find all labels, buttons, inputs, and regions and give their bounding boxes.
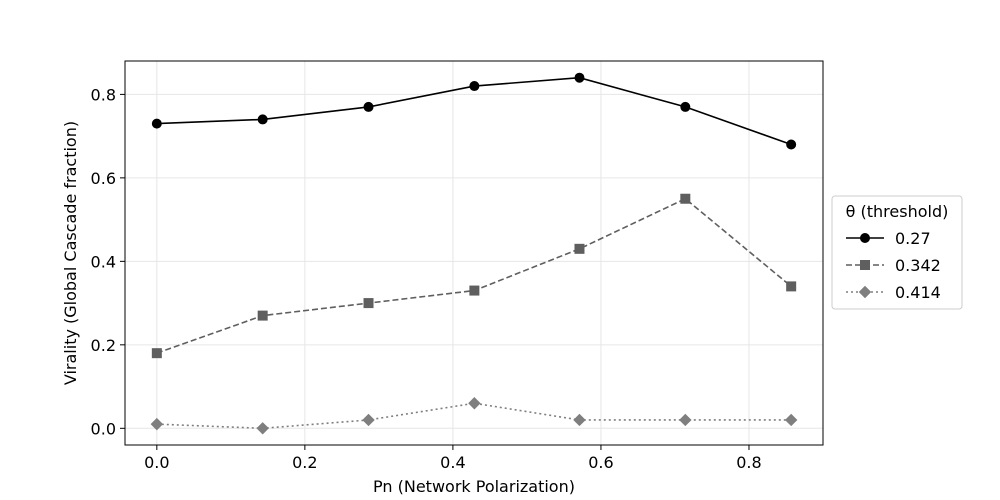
legend-box [831,195,963,310]
data-point [363,298,374,309]
data-point [363,101,374,112]
grid [125,61,823,445]
data-point [574,72,585,83]
x-tick-label: 0.4 [440,453,465,472]
y-axis-label: Virality (Global Cascade fraction) [61,121,80,385]
legend-item: 0.414 [846,283,941,302]
data-point [151,348,162,359]
data-point [468,397,481,410]
x-tick-label: 0.6 [588,453,613,472]
data-point [573,413,586,427]
data-point [469,285,480,296]
data-point [362,413,375,427]
data-point [784,413,798,427]
x-tick-label: 0.8 [736,453,761,472]
legend-label: 0.414 [895,283,941,302]
legend-item: 0.342 [846,256,941,275]
data-point [257,310,268,321]
x-tick-label: 0.0 [144,453,169,472]
legend-label: 0.27 [895,229,931,248]
y-tick-label: 0.8 [91,85,116,104]
series-line [156,197,792,354]
x-axis-label: Pn (Network Polarization) [373,477,575,496]
plot-frame [124,60,824,446]
data-point [257,114,268,125]
data-point [786,139,797,150]
legend-item: 0.27 [846,229,931,248]
y-tick-label: 0.4 [91,252,116,271]
y-tick-label: 0.2 [91,336,116,355]
series-0 [151,72,797,150]
series-layer [150,72,798,435]
series-2 [150,397,798,435]
y-tick-label: 0.0 [91,419,116,438]
legend-items: 0.27 0.342 0.414 [846,229,941,302]
series-1 [151,193,797,359]
legend-label: 0.342 [895,256,941,275]
data-point [680,193,691,204]
y-axis: 0.0 0.2 0.4 0.6 0.8 [91,85,125,438]
legend-marker [860,260,870,270]
data-point [680,101,691,112]
y-tick-label: 0.6 [91,169,116,188]
data-point [256,422,269,435]
legend-marker [858,285,872,299]
legend: θ (threshold) 0.27 0.342 0.414 [831,195,963,310]
data-point [786,281,797,292]
x-axis: 0.0 0.2 0.4 0.6 0.8 [144,445,762,472]
x-tick-label: 0.2 [292,453,317,472]
legend-marker [860,233,870,243]
data-point [679,413,692,427]
legend-title: θ (threshold) [846,202,949,221]
data-point [151,118,162,129]
data-point [574,243,585,254]
data-point [150,417,164,431]
data-point [469,81,480,92]
